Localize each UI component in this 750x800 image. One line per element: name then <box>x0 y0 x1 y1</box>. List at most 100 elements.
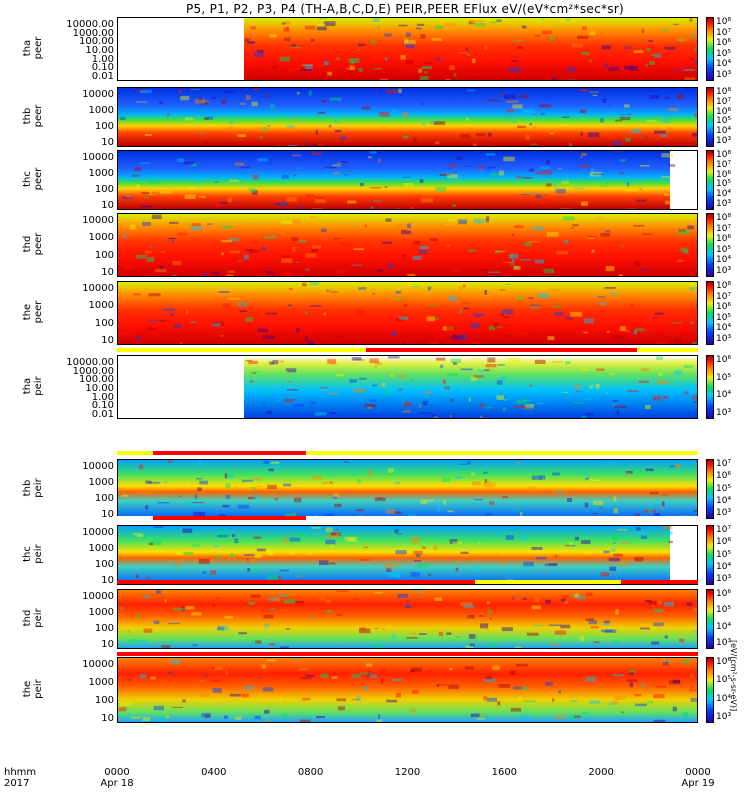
spectrogram-cell <box>566 79 575 80</box>
y-tick-label: 10 <box>101 713 114 724</box>
spectrogram-cell <box>465 47 468 51</box>
spectrogram-cell <box>206 223 213 225</box>
spectrogram-cell <box>496 326 502 328</box>
spectrogram-cell <box>595 384 600 389</box>
spectrogram-cell <box>263 460 270 464</box>
spectrogram-cell <box>522 505 530 507</box>
spectrogram-cell <box>398 374 406 379</box>
spectrogram-cell <box>194 98 205 104</box>
spectrogram-cell <box>175 551 184 556</box>
spectrogram-cell <box>660 133 667 137</box>
spectrogram-cell <box>450 398 454 402</box>
spectrogram-cell <box>402 135 409 139</box>
spectrogram-cell <box>556 251 568 255</box>
spectrogram-cell <box>558 690 561 694</box>
spectrogram-cell <box>571 227 574 229</box>
spectrogram-cell <box>231 534 235 537</box>
spectrogram-cell <box>676 482 686 484</box>
spectrogram-cell <box>191 223 201 227</box>
spectrogram-cell <box>397 297 402 301</box>
y-tick-label: 1000 <box>88 232 114 244</box>
spectrogram-cell <box>414 560 422 562</box>
spectrogram-cell <box>290 590 295 595</box>
spectrogram-cell <box>286 125 294 129</box>
spectrogram-cell <box>120 701 132 706</box>
spectrogram-cell <box>520 686 529 691</box>
spectrogram-cell <box>145 480 152 484</box>
spectrogram-cell <box>333 495 338 499</box>
panel-label-text: tha peer <box>22 36 44 60</box>
spectrogram-cell <box>279 697 282 701</box>
spectrogram-cell <box>529 332 532 334</box>
colorbar-tick-label: 10⁴ <box>716 693 732 704</box>
spectrogram-cell <box>359 672 370 675</box>
spectrogram-cell <box>212 323 221 327</box>
spectrogram-cell <box>280 609 289 611</box>
spectrogram-cell <box>458 463 470 465</box>
spectrogram-cell <box>661 176 672 178</box>
panel-label-text: thc peer <box>22 167 44 191</box>
spectrogram-cell <box>319 560 329 565</box>
spectrogram-cell <box>692 607 697 612</box>
spectrogram-cell <box>570 311 583 317</box>
spectrogram-cell <box>613 640 619 643</box>
spectrogram-cell <box>445 223 450 225</box>
spectrogram-cell <box>524 209 531 210</box>
spectrogram-cell <box>396 208 400 209</box>
spectrogram-cell <box>145 577 149 580</box>
spectrogram-cell <box>428 573 431 577</box>
spectrogram-cell <box>627 390 639 392</box>
spectrogram-cell <box>567 498 572 502</box>
colorbar-tick-label: 10³ <box>716 574 732 584</box>
spectrogram-cell <box>614 405 627 409</box>
spectrogram-cell <box>547 336 555 341</box>
spectrogram-cell <box>478 369 489 373</box>
spectrogram-cell <box>641 367 650 371</box>
spectrogram-cell <box>203 272 208 276</box>
spectrogram-cell <box>642 326 655 332</box>
mode-bar-segment <box>620 580 698 584</box>
spectrogram-cell <box>231 571 239 574</box>
spectrogram-cell <box>178 321 181 324</box>
spectrogram-cell <box>513 686 523 690</box>
spectrogram-cell <box>600 185 609 187</box>
spectrogram-cell <box>284 272 293 276</box>
y-tick-label: 10 <box>101 200 114 211</box>
x-tick-time: 2000 <box>588 767 614 778</box>
spectrogram-cell <box>574 188 586 190</box>
spectrogram-cell <box>145 328 149 332</box>
spectrogram-cell <box>210 97 217 99</box>
x-tick-time: 0000 <box>104 767 130 778</box>
spectrogram-cell <box>386 509 396 514</box>
spectrogram-cell <box>122 234 127 239</box>
spectrogram-cell <box>510 264 513 266</box>
spectrogram-cell <box>344 174 348 176</box>
spectrogram-cell <box>683 69 695 71</box>
spectrogram-cell <box>222 344 230 345</box>
spectrogram-cell <box>442 326 455 331</box>
y-tick-label: 10000 <box>82 152 114 163</box>
x-tick-time: 0000 <box>685 767 711 778</box>
spectrogram-cell <box>382 628 385 631</box>
spectrogram-cell <box>693 510 697 512</box>
spectrogram-cell <box>260 610 271 613</box>
spectrogram-cell <box>540 112 545 115</box>
spectrogram-cell <box>430 341 439 344</box>
spectrogram-cell <box>690 391 695 393</box>
spectrogram-cell <box>190 163 197 167</box>
spectrogram-cell <box>372 200 383 202</box>
spectrogram-cell <box>672 706 677 712</box>
spectrogram-cell <box>651 627 656 630</box>
spectrogram-cell <box>202 196 206 198</box>
spectrogram-cell <box>149 190 153 196</box>
spectrogram-cell <box>331 532 341 536</box>
spectrogram-cell <box>653 317 657 319</box>
spectrogram-cell <box>214 181 219 183</box>
spectrogram-fill <box>118 460 697 518</box>
spectrogram-cell <box>524 404 535 408</box>
spectrogram-cell <box>588 235 596 237</box>
spectrogram-cell <box>584 328 594 333</box>
spectrogram-cell <box>337 647 346 648</box>
x-tick-label: 0000 Apr 19 <box>678 767 718 789</box>
spectrogram-cell <box>336 162 343 164</box>
